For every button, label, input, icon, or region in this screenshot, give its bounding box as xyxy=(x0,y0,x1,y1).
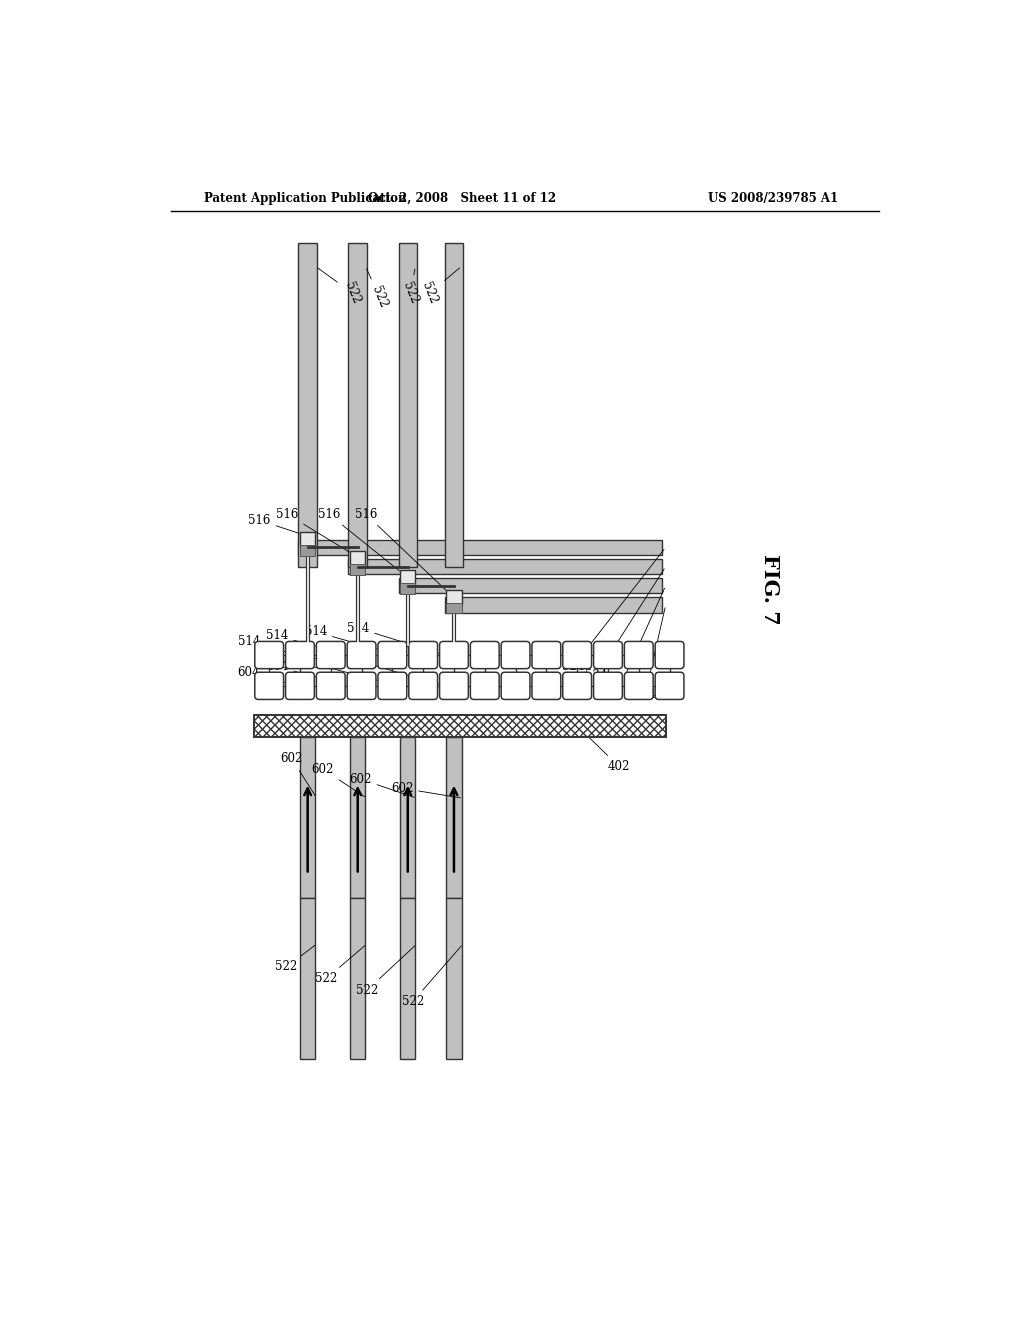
Bar xyxy=(300,898,315,1059)
Text: 522: 522 xyxy=(317,268,362,306)
FancyBboxPatch shape xyxy=(316,672,345,700)
FancyBboxPatch shape xyxy=(470,642,499,669)
FancyBboxPatch shape xyxy=(439,642,468,669)
Text: 522: 522 xyxy=(401,946,462,1008)
Bar xyxy=(300,545,315,556)
Bar xyxy=(446,603,462,614)
Text: 522: 522 xyxy=(356,945,415,997)
Text: Patent Application Publication: Patent Application Publication xyxy=(204,191,407,205)
FancyBboxPatch shape xyxy=(255,642,284,669)
FancyBboxPatch shape xyxy=(378,642,407,669)
Text: 514: 514 xyxy=(347,622,442,655)
FancyBboxPatch shape xyxy=(625,642,653,669)
Text: 522: 522 xyxy=(400,269,421,306)
Text: FIG. 7: FIG. 7 xyxy=(760,554,779,624)
FancyBboxPatch shape xyxy=(655,672,684,700)
FancyBboxPatch shape xyxy=(594,642,623,669)
Text: 604: 604 xyxy=(345,653,442,685)
Bar xyxy=(446,737,462,898)
Bar xyxy=(348,558,662,574)
FancyBboxPatch shape xyxy=(286,642,314,669)
Text: 602: 602 xyxy=(391,781,461,797)
Bar xyxy=(398,578,662,594)
Text: 602: 602 xyxy=(349,772,415,797)
Bar xyxy=(444,243,463,566)
Bar xyxy=(398,243,417,566)
Text: 524: 524 xyxy=(585,569,665,682)
Text: Oct. 2, 2008   Sheet 11 of 12: Oct. 2, 2008 Sheet 11 of 12 xyxy=(368,191,556,205)
Text: 524: 524 xyxy=(609,589,665,692)
FancyBboxPatch shape xyxy=(501,642,530,669)
FancyBboxPatch shape xyxy=(286,672,314,700)
Text: 522: 522 xyxy=(315,945,365,985)
Bar xyxy=(254,715,666,737)
Text: 516: 516 xyxy=(276,508,349,552)
FancyBboxPatch shape xyxy=(563,642,592,669)
Text: 516: 516 xyxy=(249,513,299,533)
Bar xyxy=(254,715,666,737)
FancyBboxPatch shape xyxy=(501,672,530,700)
Bar xyxy=(446,898,462,1059)
FancyBboxPatch shape xyxy=(594,672,623,700)
Text: 514: 514 xyxy=(304,626,396,655)
Bar xyxy=(400,583,416,594)
Text: 514: 514 xyxy=(266,630,346,655)
Text: 514: 514 xyxy=(238,635,296,655)
FancyBboxPatch shape xyxy=(470,672,499,700)
Bar xyxy=(350,564,366,576)
Text: 524: 524 xyxy=(562,549,664,673)
Bar xyxy=(350,737,366,898)
Bar xyxy=(446,590,462,605)
Bar xyxy=(300,532,315,548)
FancyBboxPatch shape xyxy=(347,642,376,669)
FancyBboxPatch shape xyxy=(532,672,561,700)
Bar xyxy=(444,597,662,612)
FancyBboxPatch shape xyxy=(347,672,376,700)
Bar xyxy=(350,898,366,1059)
Text: 602: 602 xyxy=(311,763,365,797)
FancyBboxPatch shape xyxy=(625,672,653,700)
Text: 604: 604 xyxy=(238,667,296,685)
Bar xyxy=(348,243,367,566)
Text: 516: 516 xyxy=(317,508,399,572)
FancyBboxPatch shape xyxy=(655,642,684,669)
Bar xyxy=(300,737,315,898)
Bar xyxy=(400,737,416,898)
Text: 516: 516 xyxy=(354,508,445,590)
Bar xyxy=(350,552,366,566)
Text: 522: 522 xyxy=(367,269,390,310)
FancyBboxPatch shape xyxy=(532,642,561,669)
Text: 604: 604 xyxy=(304,657,396,685)
Text: 602: 602 xyxy=(281,752,315,796)
Bar xyxy=(400,898,416,1059)
Text: US 2008/239785 A1: US 2008/239785 A1 xyxy=(708,191,839,205)
Text: 402: 402 xyxy=(580,727,631,774)
Text: 522: 522 xyxy=(275,945,314,973)
Text: 604: 604 xyxy=(266,660,346,685)
FancyBboxPatch shape xyxy=(409,642,437,669)
Bar xyxy=(400,570,416,586)
FancyBboxPatch shape xyxy=(439,672,468,700)
Bar xyxy=(298,540,662,554)
FancyBboxPatch shape xyxy=(316,642,345,669)
FancyBboxPatch shape xyxy=(409,672,437,700)
Text: 524: 524 xyxy=(634,607,666,701)
FancyBboxPatch shape xyxy=(563,672,592,700)
FancyBboxPatch shape xyxy=(378,672,407,700)
FancyBboxPatch shape xyxy=(255,672,284,700)
Text: 522: 522 xyxy=(419,268,460,306)
Bar xyxy=(298,243,316,566)
